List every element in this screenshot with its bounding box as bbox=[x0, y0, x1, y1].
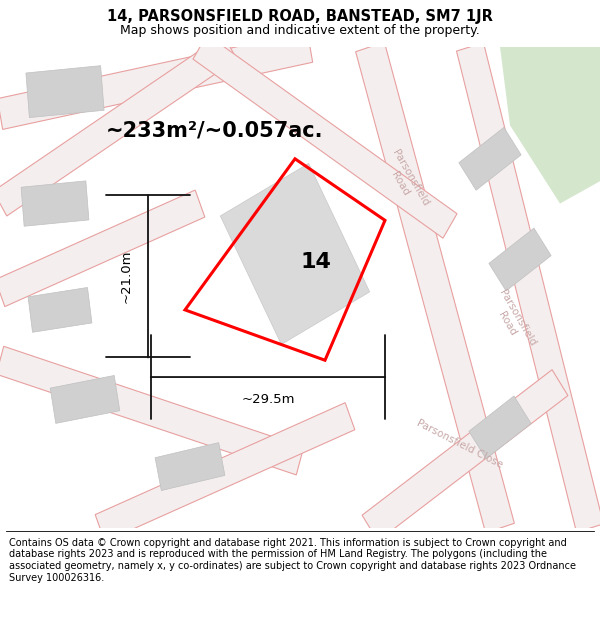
Polygon shape bbox=[95, 402, 355, 542]
Polygon shape bbox=[469, 396, 531, 459]
Text: Parsonsfield Close: Parsonsfield Close bbox=[415, 418, 505, 470]
Text: ~233m²/~0.057ac.: ~233m²/~0.057ac. bbox=[106, 121, 324, 141]
Polygon shape bbox=[356, 42, 514, 533]
Polygon shape bbox=[21, 181, 89, 226]
Polygon shape bbox=[0, 31, 313, 129]
Polygon shape bbox=[220, 163, 370, 344]
Polygon shape bbox=[50, 376, 120, 423]
Text: Parsonsfield
Road: Parsonsfield Road bbox=[380, 148, 430, 214]
Text: Parsonsfield
Road: Parsonsfield Road bbox=[487, 288, 537, 354]
Text: ~21.0m: ~21.0m bbox=[119, 249, 133, 303]
Polygon shape bbox=[193, 34, 457, 238]
Polygon shape bbox=[457, 42, 600, 532]
Text: ~29.5m: ~29.5m bbox=[241, 393, 295, 406]
Text: Contains OS data © Crown copyright and database right 2021. This information is : Contains OS data © Crown copyright and d… bbox=[9, 538, 576, 582]
Text: 14: 14 bbox=[300, 253, 331, 272]
Polygon shape bbox=[28, 288, 92, 332]
Text: 14, PARSONSFIELD ROAD, BANSTEAD, SM7 1JR: 14, PARSONSFIELD ROAD, BANSTEAD, SM7 1JR bbox=[107, 9, 493, 24]
Polygon shape bbox=[500, 47, 600, 204]
Polygon shape bbox=[0, 190, 205, 307]
Polygon shape bbox=[0, 34, 237, 216]
Polygon shape bbox=[362, 370, 568, 541]
Polygon shape bbox=[459, 127, 521, 190]
Polygon shape bbox=[155, 442, 225, 491]
Polygon shape bbox=[0, 346, 304, 475]
Polygon shape bbox=[26, 66, 104, 118]
Polygon shape bbox=[489, 228, 551, 291]
Text: Map shows position and indicative extent of the property.: Map shows position and indicative extent… bbox=[120, 24, 480, 36]
